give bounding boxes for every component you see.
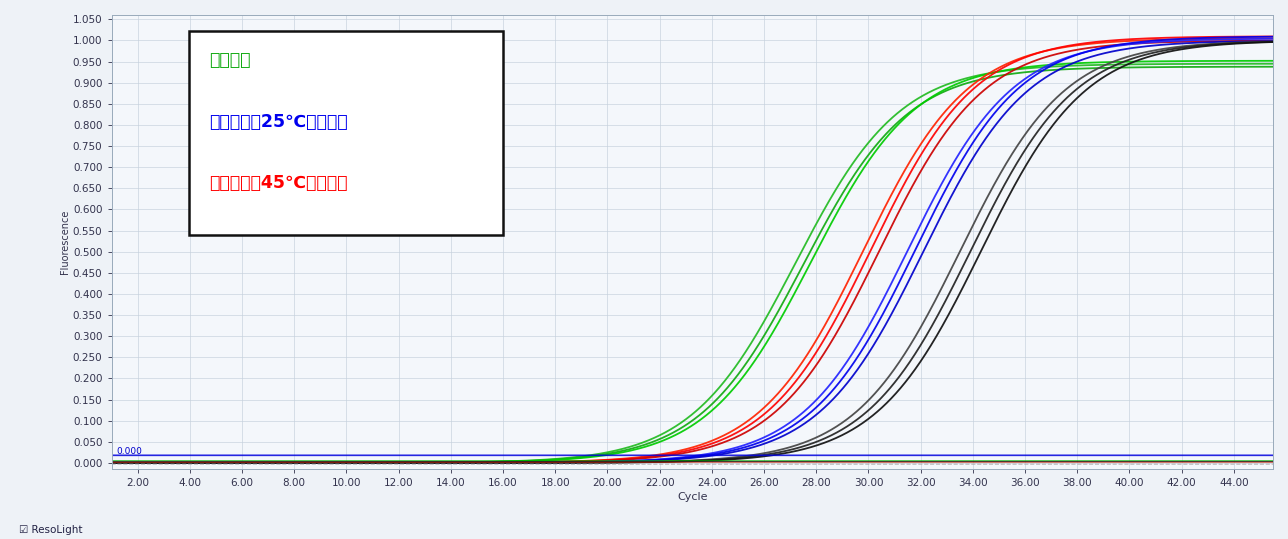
Y-axis label: Fluorescence: Fluorescence bbox=[61, 210, 70, 274]
Text: 举燥試薬（45℃保管品）: 举燥試薬（45℃保管品） bbox=[209, 174, 348, 192]
Text: 液体試薬: 液体試薬 bbox=[209, 51, 251, 70]
FancyBboxPatch shape bbox=[189, 31, 502, 236]
X-axis label: Cycle: Cycle bbox=[677, 493, 707, 502]
Text: 0.000: 0.000 bbox=[116, 447, 142, 457]
Text: 举燥試薬（25℃保管品）: 举燥試薬（25℃保管品） bbox=[209, 113, 348, 131]
Text: ☑ ResoLight: ☑ ResoLight bbox=[19, 524, 82, 535]
